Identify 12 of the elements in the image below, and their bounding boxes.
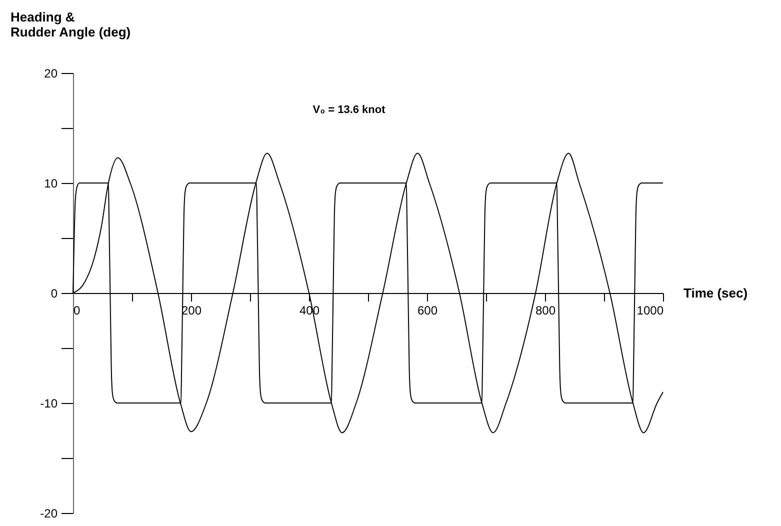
x-tick-label: 600 — [417, 304, 438, 318]
annotation: V₀ = 13.6 knot — [312, 104, 386, 116]
x-tick-label: 1000 — [636, 304, 664, 318]
y-tick-label: -20 — [40, 506, 58, 520]
x-axis-title: Time (sec) — [684, 286, 748, 300]
x-tick-label: 800 — [535, 304, 556, 318]
x-tick-label: 0 — [74, 304, 80, 318]
y-tick-label: -10 — [40, 396, 58, 410]
y-tick-label: 0 — [50, 286, 58, 300]
y-axis-title: Heading & Rudder Angle (deg) — [10, 10, 131, 40]
y-tick-label: 10 — [44, 176, 58, 190]
y-tick-label: 20 — [44, 66, 58, 80]
